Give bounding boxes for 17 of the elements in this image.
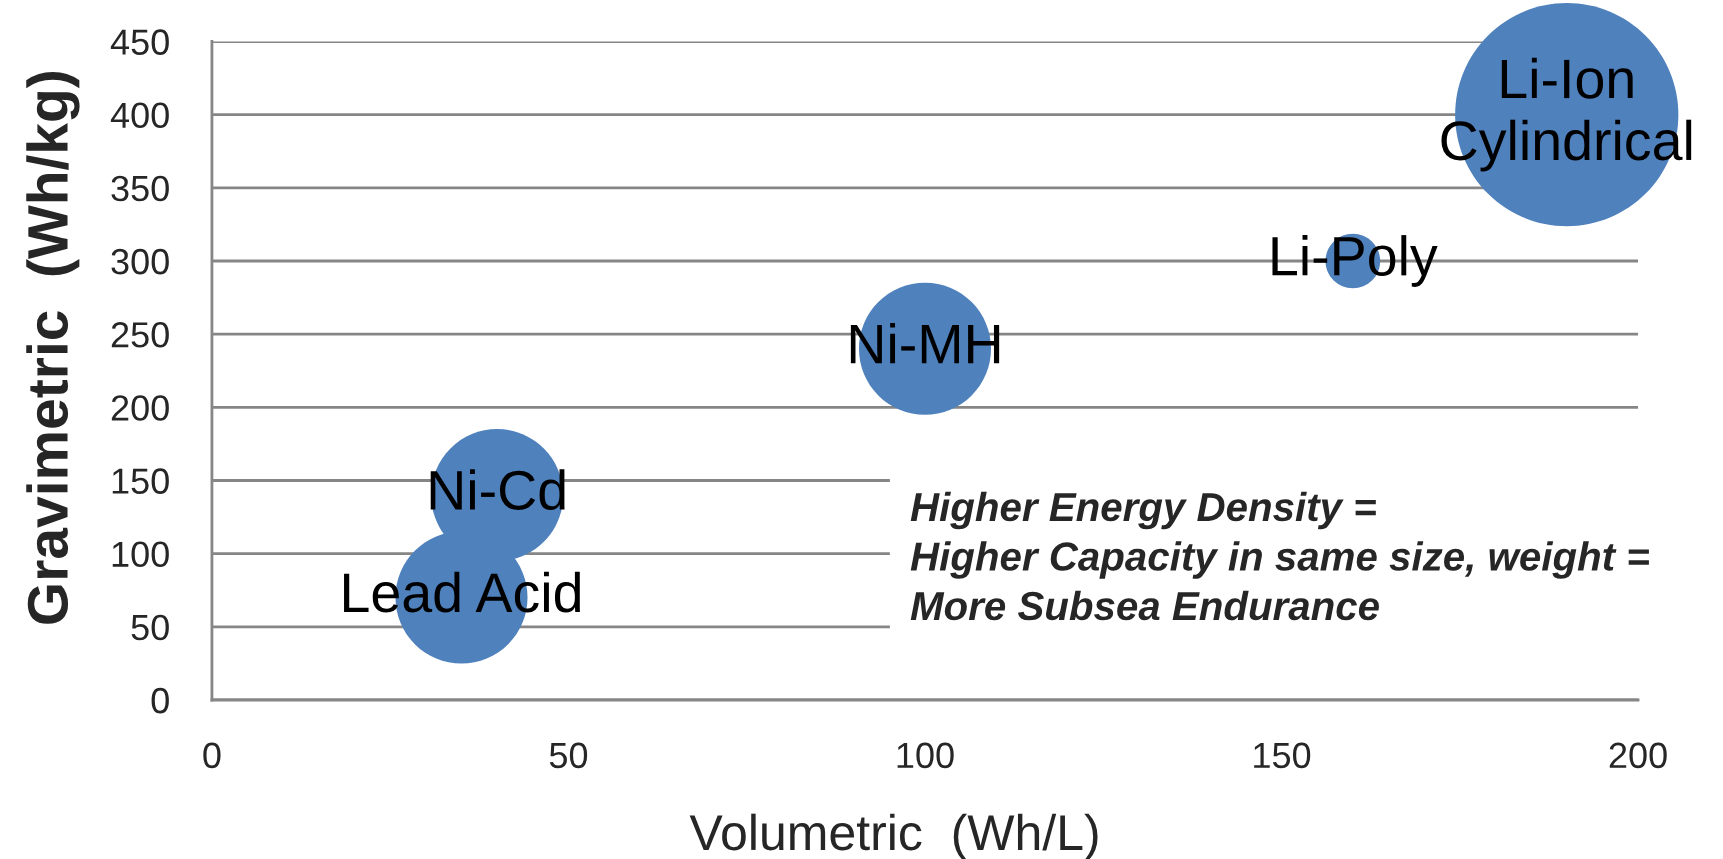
y-tick-label: 0 xyxy=(151,687,169,714)
y-tick-label: 150 xyxy=(112,468,169,494)
y-tick-label: 200 xyxy=(111,395,169,421)
y-tick-label: 100 xyxy=(112,541,169,568)
x-tick-label: 150 xyxy=(1254,742,1311,769)
x-tick-label: 0 xyxy=(203,742,221,769)
y-tick-label: 400 xyxy=(110,102,169,129)
y-tick-label: 50 xyxy=(131,614,169,641)
y-tick-label: 350 xyxy=(111,175,169,202)
y-axis-title: Gravimetric (Wh/kg) xyxy=(26,72,80,624)
x-tick-label: 50 xyxy=(549,742,588,769)
y-tick-label: 450 xyxy=(110,29,169,55)
x-tick-label: 200 xyxy=(1609,742,1667,769)
y-tick-label: 250 xyxy=(111,322,169,348)
x-tick-label: 100 xyxy=(897,742,954,769)
annotation: Higher Energy Density = Higher Capacity in same size, weight = More Subsea Endurance xyxy=(910,491,1649,621)
y-tick-label: 300 xyxy=(111,248,169,275)
